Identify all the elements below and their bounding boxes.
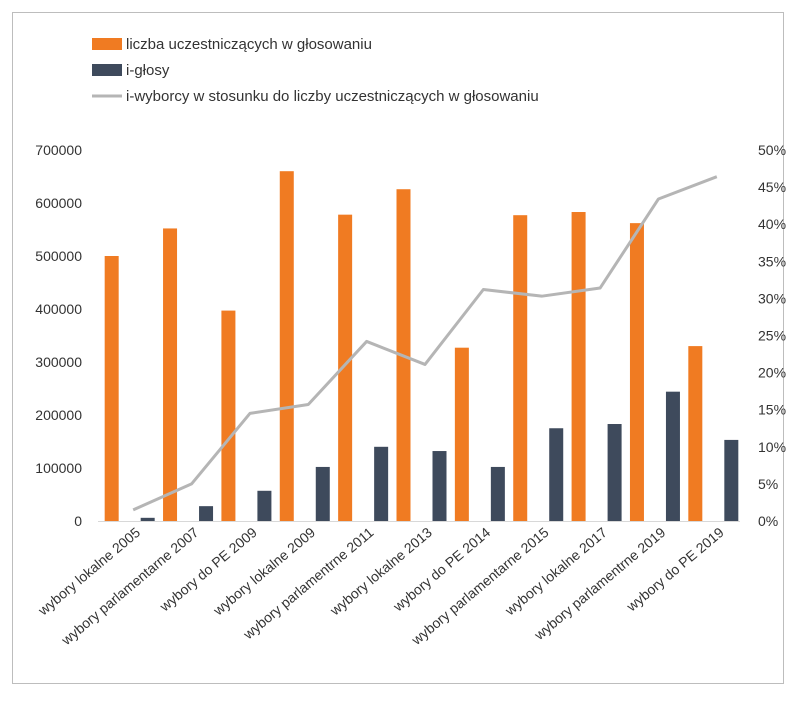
left-tick-label: 500000 <box>35 248 82 264</box>
right-tick-label: 10% <box>758 439 786 455</box>
plot-area <box>98 171 740 522</box>
left-tick-label: 300000 <box>35 354 82 370</box>
bar-series-1 <box>338 214 353 521</box>
bar-series-2 <box>665 391 680 521</box>
legend-swatch-1 <box>92 38 122 50</box>
category-label: wybory do PE 2014 <box>389 524 493 615</box>
legend-label-1: liczba uczestniczących w głosowaniu <box>126 36 372 53</box>
bar-series-1 <box>571 212 586 521</box>
bar-series-2 <box>257 490 272 521</box>
bar-series-2 <box>432 451 447 521</box>
left-tick-label: 400000 <box>35 301 82 317</box>
bar-series-1 <box>279 171 294 521</box>
right-tick-label: 30% <box>758 290 786 306</box>
left-tick-label: 200000 <box>35 407 82 423</box>
left-tick-label: 600000 <box>35 195 82 211</box>
bar-series-2 <box>315 466 330 521</box>
right-tick-label: 40% <box>758 216 786 232</box>
legend-label-3: i-wyborcy w stosunku do liczby uczestnic… <box>126 88 539 105</box>
bar-series-2 <box>199 506 214 521</box>
bar-series-2 <box>549 428 564 521</box>
legend: liczba uczestniczących w głosowaniu i-gło… <box>92 36 539 105</box>
category-label: wybory do PE 2019 <box>623 524 727 615</box>
right-axis: 0% 5% 10% 15% 20% 25% 30% 35% 40% 45% 50% <box>758 142 786 529</box>
bar-series-2 <box>140 517 155 521</box>
left-axis: 0 100000 200000 300000 400000 500000 600000 700… <box>35 142 82 529</box>
category-label: wybory lokalne 2013 <box>326 524 435 619</box>
bar-series-1 <box>688 346 703 521</box>
legend-label-2: i-głosy <box>126 62 170 79</box>
left-tick-label: 0 <box>74 513 82 529</box>
line-series-1 <box>132 175 718 512</box>
bar-series-1 <box>163 228 178 521</box>
bar-series-1 <box>104 256 119 521</box>
right-tick-label: 50% <box>758 142 786 158</box>
category-label: wybory lokalne 2017 <box>501 524 610 619</box>
right-tick-label: 35% <box>758 253 786 269</box>
legend-swatch-2 <box>92 64 122 76</box>
right-tick-label: 20% <box>758 365 786 381</box>
bar-series-2 <box>374 446 389 521</box>
bar-series-1 <box>513 215 528 521</box>
category-label: wybory do PE 2009 <box>156 524 260 615</box>
right-tick-label: 0% <box>758 513 778 529</box>
bar-series-1 <box>454 347 469 521</box>
right-tick-label: 25% <box>758 328 786 344</box>
left-tick-label: 100000 <box>35 460 82 476</box>
bar-series-1 <box>629 223 644 521</box>
bar-series-1 <box>221 310 236 521</box>
bar-series-2 <box>724 439 739 521</box>
right-tick-label: 15% <box>758 402 786 418</box>
category-label: wybory lokalne 2005 <box>34 524 143 619</box>
bar-series-2 <box>607 424 622 521</box>
left-tick-label: 700000 <box>35 142 82 158</box>
bar-series-2 <box>490 466 505 521</box>
right-tick-label: 45% <box>758 179 786 195</box>
right-tick-label: 5% <box>758 476 778 492</box>
category-label: wybory lokalne 2009 <box>209 524 318 619</box>
